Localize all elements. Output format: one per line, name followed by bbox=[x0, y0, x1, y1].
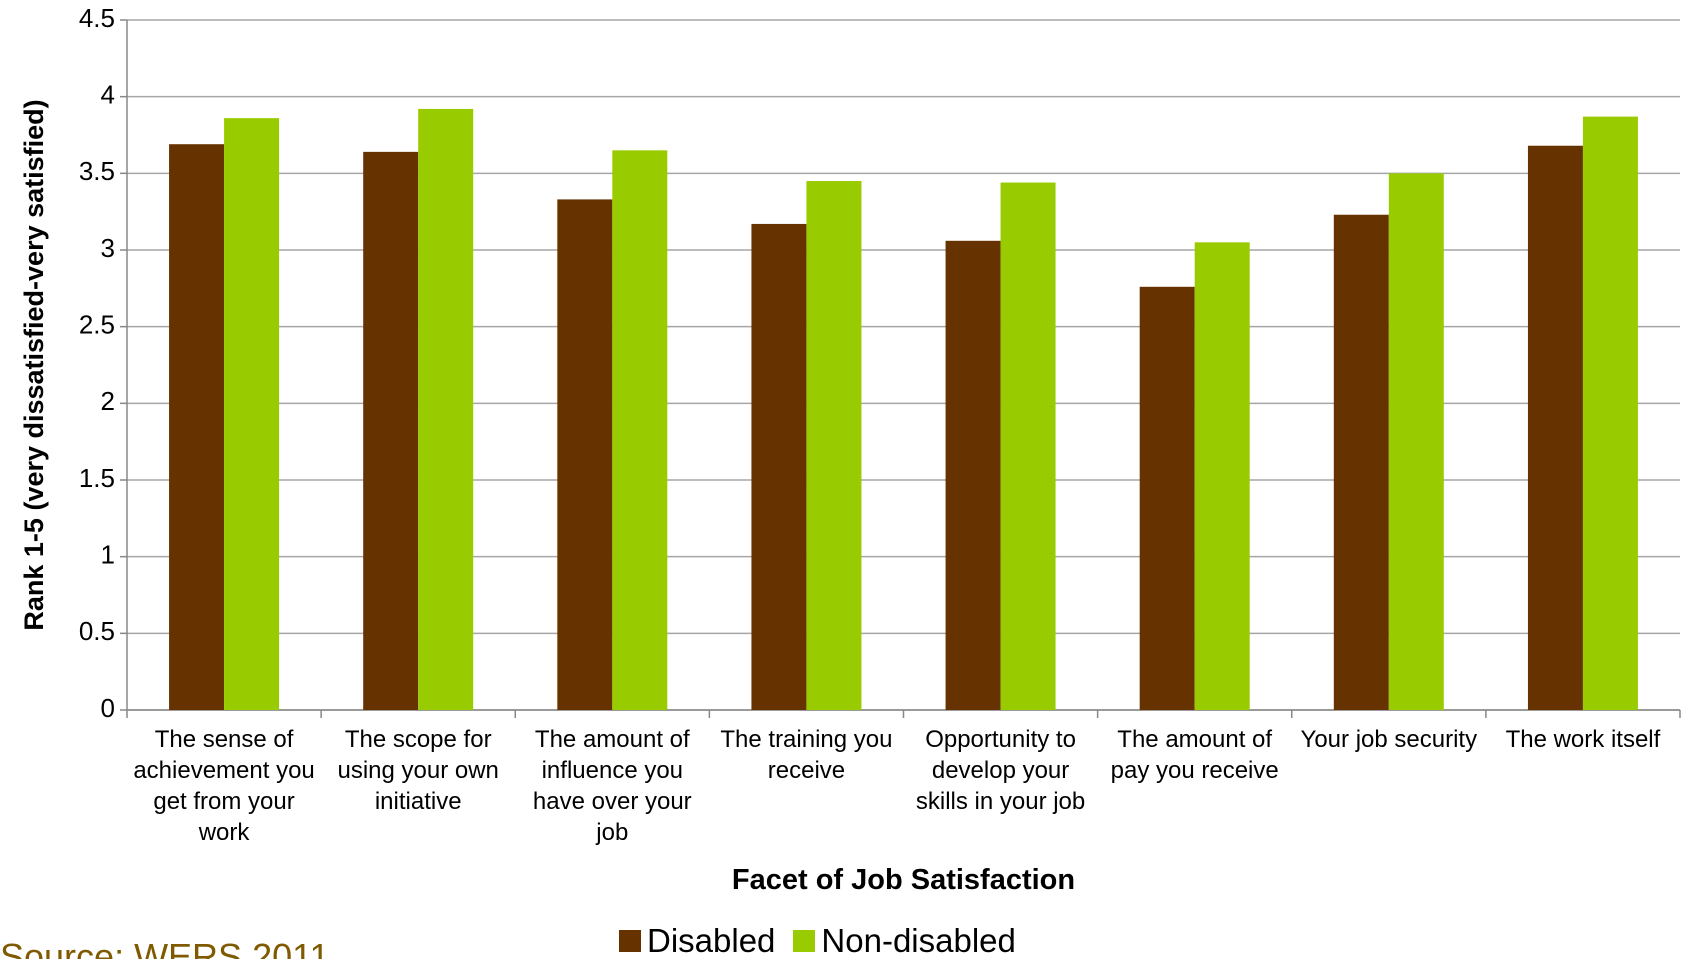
y-tick-label: 2 bbox=[101, 386, 115, 416]
bar bbox=[1582, 116, 1638, 711]
bar bbox=[418, 108, 474, 710]
legend-label: Non-disabled bbox=[821, 922, 1016, 959]
x-tick-label: Opportunity to develop your skills in yo… bbox=[915, 726, 1086, 815]
legend-label: Disabled bbox=[647, 922, 776, 959]
bar bbox=[945, 240, 1001, 711]
y-tick-label: 3.5 bbox=[79, 156, 115, 186]
x-axis-title: Facet of Job Satisfaction bbox=[731, 864, 1076, 896]
x-tick-label: The work itself bbox=[1505, 726, 1661, 753]
bar bbox=[612, 150, 668, 711]
y-tick-label: 4 bbox=[101, 80, 115, 110]
bar bbox=[224, 118, 280, 711]
legend: Disabled Non-disabled bbox=[615, 922, 1030, 959]
x-tick-label: Your job security bbox=[1300, 726, 1478, 753]
y-axis-title: Rank 1-5 (very dissatisfied-very satisfi… bbox=[19, 99, 49, 630]
y-tick-label: 1.5 bbox=[79, 463, 115, 493]
bar bbox=[169, 144, 225, 710]
bar bbox=[363, 151, 419, 710]
x-tick-label: The amount of pay you receive bbox=[1110, 726, 1279, 784]
x-tick-label: The sense of achievement you get from yo… bbox=[133, 726, 315, 846]
source: Source: WERS 2011 bbox=[0, 936, 330, 959]
y-tick-label: 0.5 bbox=[79, 616, 115, 646]
bar bbox=[1139, 286, 1195, 710]
bar bbox=[557, 199, 613, 710]
legend-swatch bbox=[793, 930, 816, 952]
bar bbox=[1388, 173, 1444, 711]
y-tick-label: 2.5 bbox=[79, 310, 115, 340]
bar bbox=[1333, 214, 1389, 710]
y-tick-label: 1 bbox=[101, 540, 115, 570]
bar bbox=[1194, 242, 1250, 711]
y-tick-label: 4.5 bbox=[79, 3, 115, 33]
y-tick-label: 0 bbox=[101, 693, 115, 723]
legend-swatch bbox=[619, 930, 641, 952]
x-tick-label: The amount of influence you have over yo… bbox=[532, 726, 692, 846]
bar bbox=[1527, 145, 1583, 710]
y-tick-label: 3 bbox=[101, 233, 115, 263]
x-tick-label: The training you receive bbox=[720, 726, 893, 784]
bar bbox=[806, 181, 862, 710]
x-tick-label: The scope for using your own initiative bbox=[337, 726, 499, 815]
bar bbox=[751, 223, 807, 710]
bar bbox=[1000, 182, 1056, 711]
